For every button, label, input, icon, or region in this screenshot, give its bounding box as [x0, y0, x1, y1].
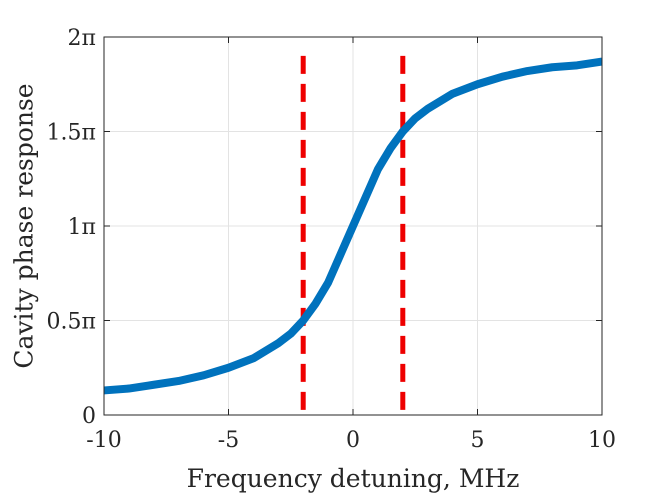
x-tick-label: -5	[218, 428, 239, 453]
y-tick-label: 1.5π	[47, 121, 96, 146]
x-tick-label: 5	[471, 428, 485, 453]
y-tick-label: 0.5π	[47, 310, 96, 335]
ticks: -10 -5 0 5 10 0 0.5π 1π 1.5π 2π	[47, 26, 616, 453]
y-axis-label: Cavity phase response	[10, 83, 39, 368]
x-tick-label: -10	[86, 428, 121, 453]
y-tick-label: 1π	[68, 215, 96, 240]
y-tick-label: 0	[82, 404, 96, 429]
reference-lines	[300, 55, 406, 415]
x-axis-label: Frequency detuning, MHz	[187, 464, 520, 493]
x-tick-label: 10	[588, 428, 616, 453]
y-tick-label: 2π	[68, 26, 96, 51]
phase-response-line	[103, 57, 603, 395]
series-group	[103, 57, 603, 395]
x-tick-label: 0	[346, 428, 360, 453]
